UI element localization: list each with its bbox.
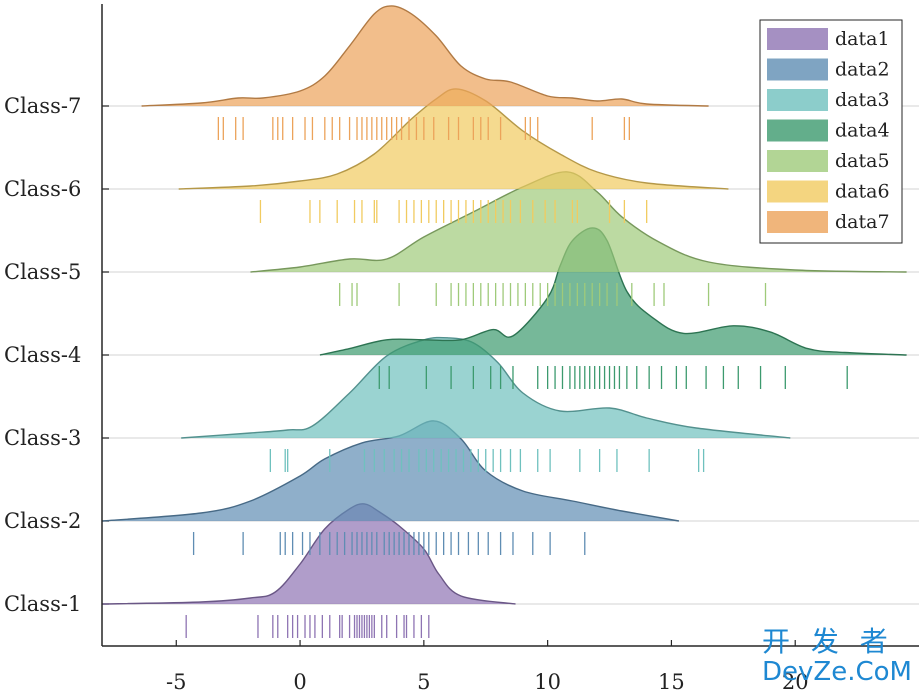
legend-label-data1: data1: [835, 28, 890, 50]
y-tick-label: Class-2: [4, 509, 81, 533]
ridges-layer: [101, 5, 907, 605]
watermark: 开 发 者 DevZe.CoM: [762, 625, 912, 687]
x-tick-label: 20: [782, 670, 809, 693]
x-tick-label: 10: [534, 670, 561, 693]
ridge-area-data2: [102, 420, 679, 521]
rugs-layer: [185, 117, 848, 638]
ridge-area-data4: [319, 227, 907, 355]
ridge-area-data7: [141, 5, 709, 106]
ridge-area-data5: [250, 171, 907, 272]
legend-swatch-data3: [767, 89, 828, 111]
y-tick-label: Class-4: [4, 343, 81, 367]
axes-layer: [101, 4, 919, 647]
ridge-area-data1: [102, 503, 516, 604]
legend-label-data2: data2: [835, 59, 890, 81]
ridge-line-data7: [141, 5, 709, 107]
legend-label-data7: data7: [835, 211, 890, 233]
legend: data1 data2 data3 data4 data5 data6 data7: [759, 19, 903, 244]
x-tick-labels: -5 0 5 10 15 20: [166, 640, 809, 693]
legend-swatch-data1: [767, 28, 828, 50]
y-tick-label: Class-6: [4, 177, 81, 201]
legend-label-data5: data5: [835, 150, 890, 172]
y-tick-labels: Class-1 Class-2 Class-3 Class-4 Class-5 Class…: [4, 94, 81, 616]
legend-swatch-data4: [767, 119, 828, 142]
y-tick-label: Class-3: [4, 426, 81, 450]
x-tick-label: 5: [417, 670, 430, 693]
watermark-top-text: 开 发 者: [762, 625, 894, 658]
legend-label-data6: data6: [835, 181, 890, 203]
x-tick-label: 15: [658, 670, 685, 693]
ridge-area-data6: [178, 88, 729, 189]
legend-swatch-data7: [767, 211, 828, 233]
x-tick-label: -5: [166, 670, 186, 693]
y-tick-label: Class-1: [4, 592, 81, 616]
watermark-bottom-text: DevZe.CoM: [762, 657, 912, 687]
legend-swatch-data2: [767, 58, 828, 81]
y-tick-label: Class-7: [4, 94, 81, 118]
y-tick-label: Class-5: [4, 260, 81, 284]
legend-label-data3: data3: [835, 89, 890, 111]
x-tick-label: 0: [293, 670, 306, 693]
legend-swatch-data5: [767, 150, 828, 172]
ridge-area-data3: [181, 337, 791, 438]
legend-label-data4: data4: [835, 120, 890, 142]
legend-swatch-data6: [767, 180, 828, 203]
